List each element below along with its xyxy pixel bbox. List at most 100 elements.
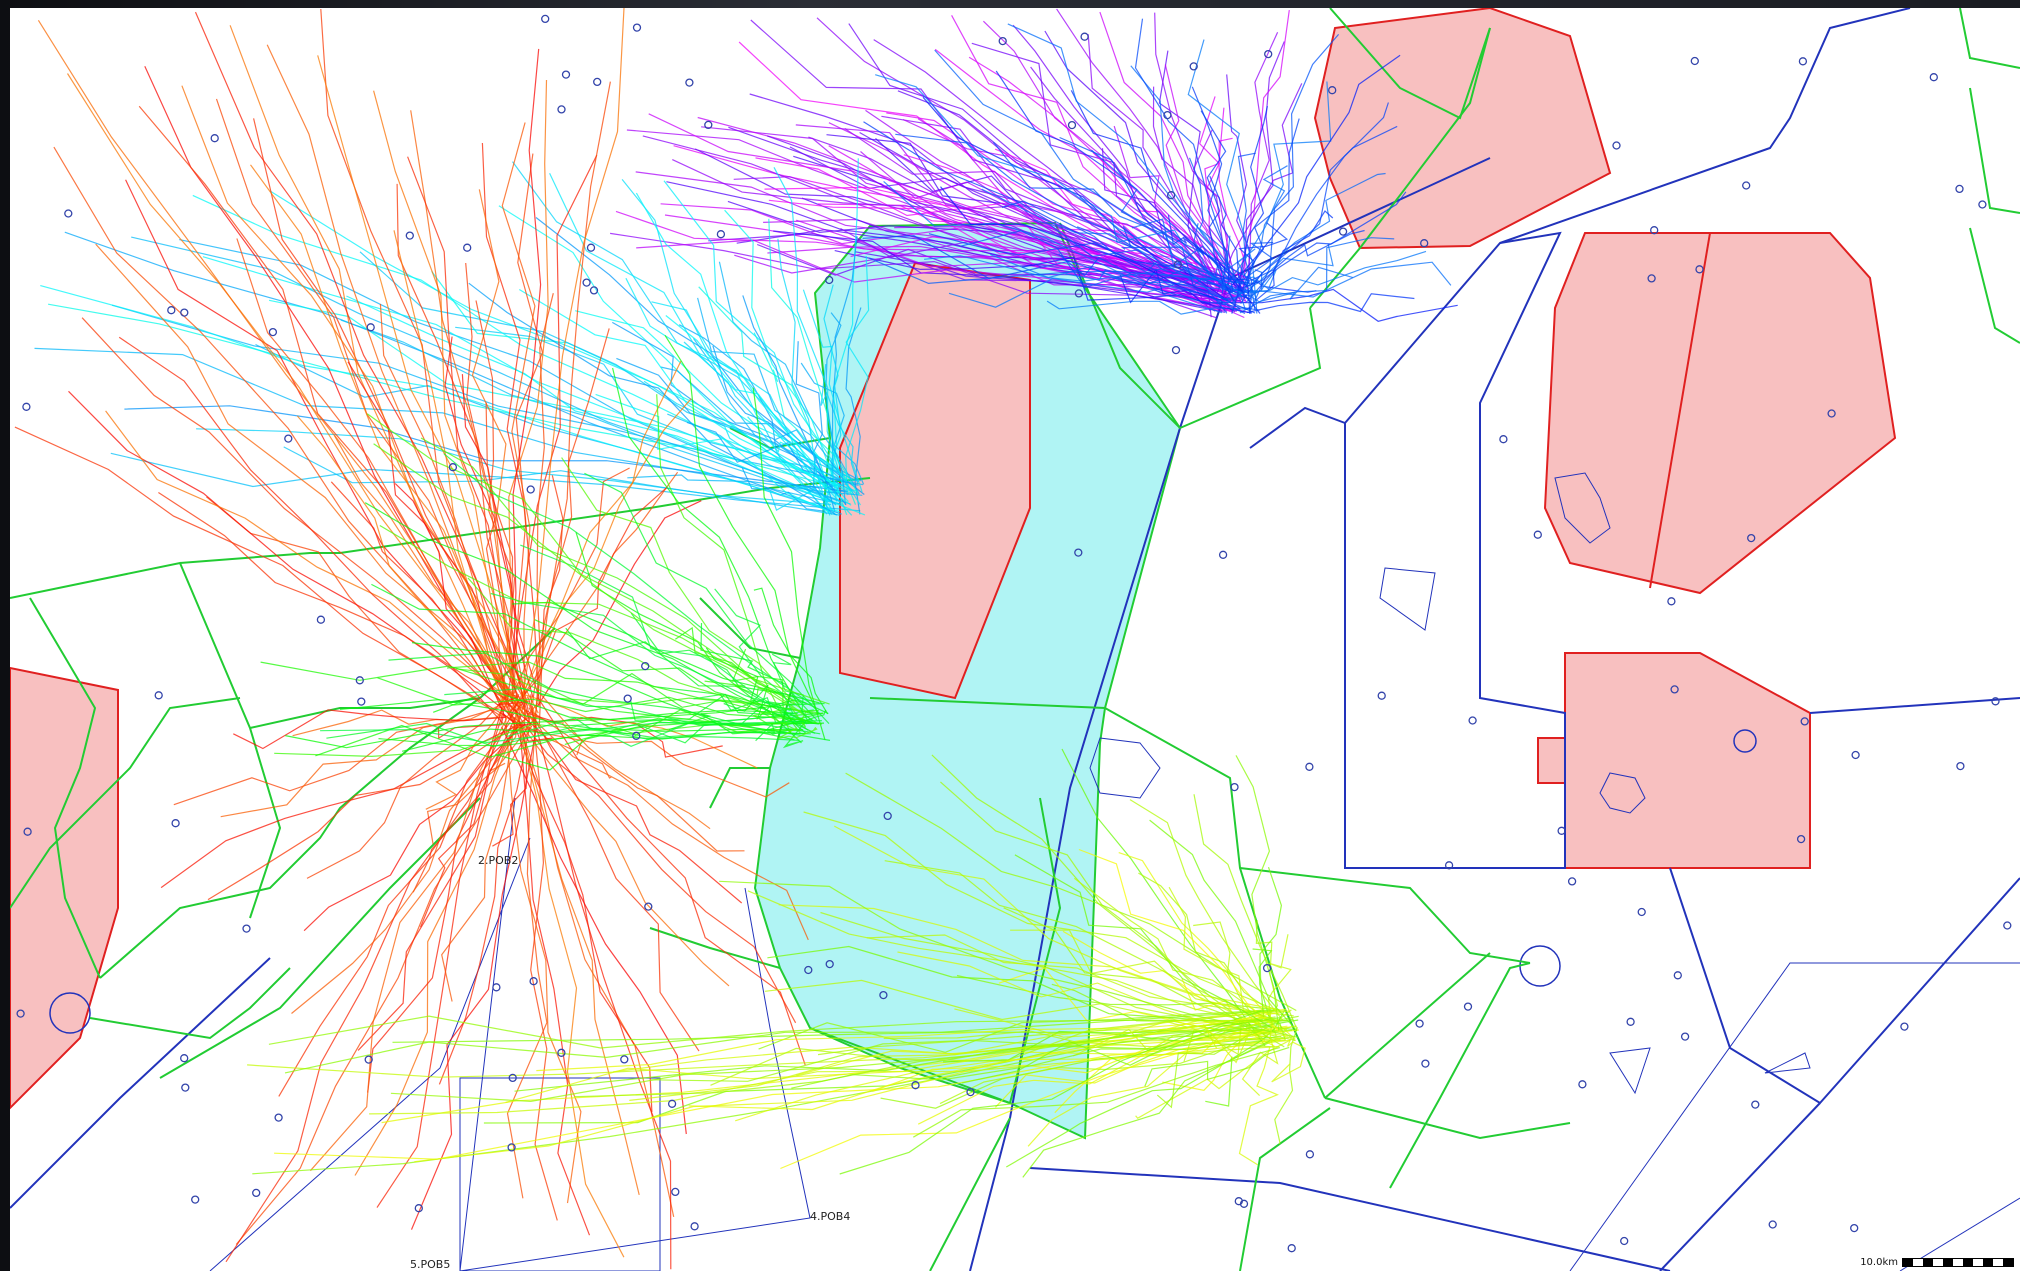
flight-track xyxy=(378,731,806,747)
flight-track xyxy=(1149,819,1298,1032)
circle-zone-b xyxy=(49,992,91,1034)
turnpoint-marker xyxy=(1991,697,2000,706)
flight-track xyxy=(625,277,832,483)
turnpoint-marker xyxy=(1578,1080,1587,1089)
small-zone-c xyxy=(1599,772,1646,814)
flight-track xyxy=(875,74,1243,295)
turnpoint-marker xyxy=(667,1099,677,1108)
turnpoint-marker xyxy=(1230,782,1239,792)
flight-track xyxy=(780,1029,1268,1170)
flight-track xyxy=(549,173,853,516)
flight-track xyxy=(513,707,625,1258)
flight-track xyxy=(253,118,523,727)
flight-track xyxy=(229,25,516,727)
flight-track xyxy=(500,79,549,717)
scale-bar-graphic xyxy=(1902,1258,2014,1267)
turnpoint-marker xyxy=(632,731,641,740)
turnpoint-marker xyxy=(582,278,591,287)
turnpoint-marker xyxy=(154,691,163,700)
flight-track xyxy=(501,726,687,1135)
flight-track xyxy=(663,180,862,506)
flight-track xyxy=(225,703,518,1263)
turnpoint-marker xyxy=(1305,762,1314,771)
flight-track xyxy=(260,661,796,735)
flight-track xyxy=(934,49,1229,291)
flight-track xyxy=(411,642,795,741)
turnpoint-marker xyxy=(448,463,458,472)
flight-track xyxy=(1221,288,1458,322)
turnpoint-marker xyxy=(171,819,180,828)
flight-track xyxy=(1239,237,1395,314)
flight-track xyxy=(1240,125,1398,304)
flight-track xyxy=(651,301,855,482)
flight-track xyxy=(982,20,1222,279)
flight-track xyxy=(595,393,831,513)
turnpoint-marker xyxy=(1956,761,1965,771)
airspace-layer xyxy=(10,8,2020,1271)
flight-track xyxy=(410,727,538,1230)
turnpoint-marker xyxy=(23,827,32,836)
flight-track xyxy=(1246,31,1279,288)
blue-boundary-spine xyxy=(969,427,1181,1271)
turnpoint-marker xyxy=(1234,1197,1243,1206)
flight-track xyxy=(1154,12,1242,303)
flight-track xyxy=(1056,8,1233,313)
thin-route-line-a xyxy=(209,837,531,1271)
flight-track xyxy=(194,11,527,695)
blue-boundary-sw xyxy=(10,957,271,1209)
flight-track xyxy=(954,1008,1286,1042)
turnpoint-marker xyxy=(316,615,326,624)
turnpoint-marker xyxy=(357,697,366,706)
turnpoint-marker xyxy=(541,14,550,24)
turnpoint-marker xyxy=(1305,1150,1315,1159)
turnpoint-marker xyxy=(1328,86,1337,95)
flight-track xyxy=(1249,34,1340,311)
turnpoint-marker xyxy=(1670,685,1679,694)
flight-track xyxy=(668,713,819,735)
blue-boundary-ne xyxy=(1499,8,1911,244)
turnpoint-marker xyxy=(284,434,293,443)
flight-track xyxy=(1156,1020,1279,1109)
flight-track xyxy=(220,695,519,818)
flight-track xyxy=(584,472,830,725)
turnpoint-marker xyxy=(529,977,538,986)
turnpoint-marker xyxy=(1768,1220,1777,1229)
flight-track xyxy=(758,1009,1280,1053)
turnpoint-marker xyxy=(1751,1100,1760,1109)
turnpoint-marker xyxy=(1929,73,1938,82)
flight-track xyxy=(481,142,540,706)
flight-track xyxy=(1274,1027,1298,1145)
flight-track xyxy=(616,357,853,492)
turnpoint-marker xyxy=(1421,1059,1430,1068)
flight-track xyxy=(53,146,503,703)
flight-track xyxy=(1091,149,1228,314)
flight-track xyxy=(125,179,526,716)
map-canvas[interactable]: 2.POB2 4.POB4 5.POB5 xyxy=(10,8,2020,1271)
map-viewport[interactable]: 2.POB2 4.POB4 5.POB5 10.0km xyxy=(10,8,2020,1271)
turnpoint-marker xyxy=(1650,226,1659,235)
flight-track xyxy=(388,652,831,741)
flight-track xyxy=(532,328,610,703)
waypoint-label-pob5: 5.POB5 xyxy=(410,1258,450,1271)
flight-track xyxy=(817,203,1248,313)
flight-track xyxy=(630,612,809,731)
turnpoint-marker xyxy=(1673,971,1682,980)
turnpoint-marker xyxy=(1444,861,1454,870)
turnpoint-marker xyxy=(1798,57,1808,66)
flight-track xyxy=(752,707,819,728)
flight-track xyxy=(465,262,527,717)
turnpoint-marker xyxy=(620,1055,629,1064)
flight-track xyxy=(192,194,839,486)
turnpoint-marker xyxy=(690,1222,699,1231)
flight-track xyxy=(773,230,1226,313)
flight-track xyxy=(845,772,1297,1012)
flight-track xyxy=(501,122,536,723)
flight-track xyxy=(741,467,826,512)
flight-track xyxy=(537,697,806,1066)
flight-track xyxy=(883,180,1223,314)
flight-track xyxy=(1202,1024,1273,1064)
flight-track xyxy=(724,209,848,516)
flight-track xyxy=(881,115,1250,293)
flight-track xyxy=(845,255,870,496)
turnpoint-marker xyxy=(557,1048,566,1057)
